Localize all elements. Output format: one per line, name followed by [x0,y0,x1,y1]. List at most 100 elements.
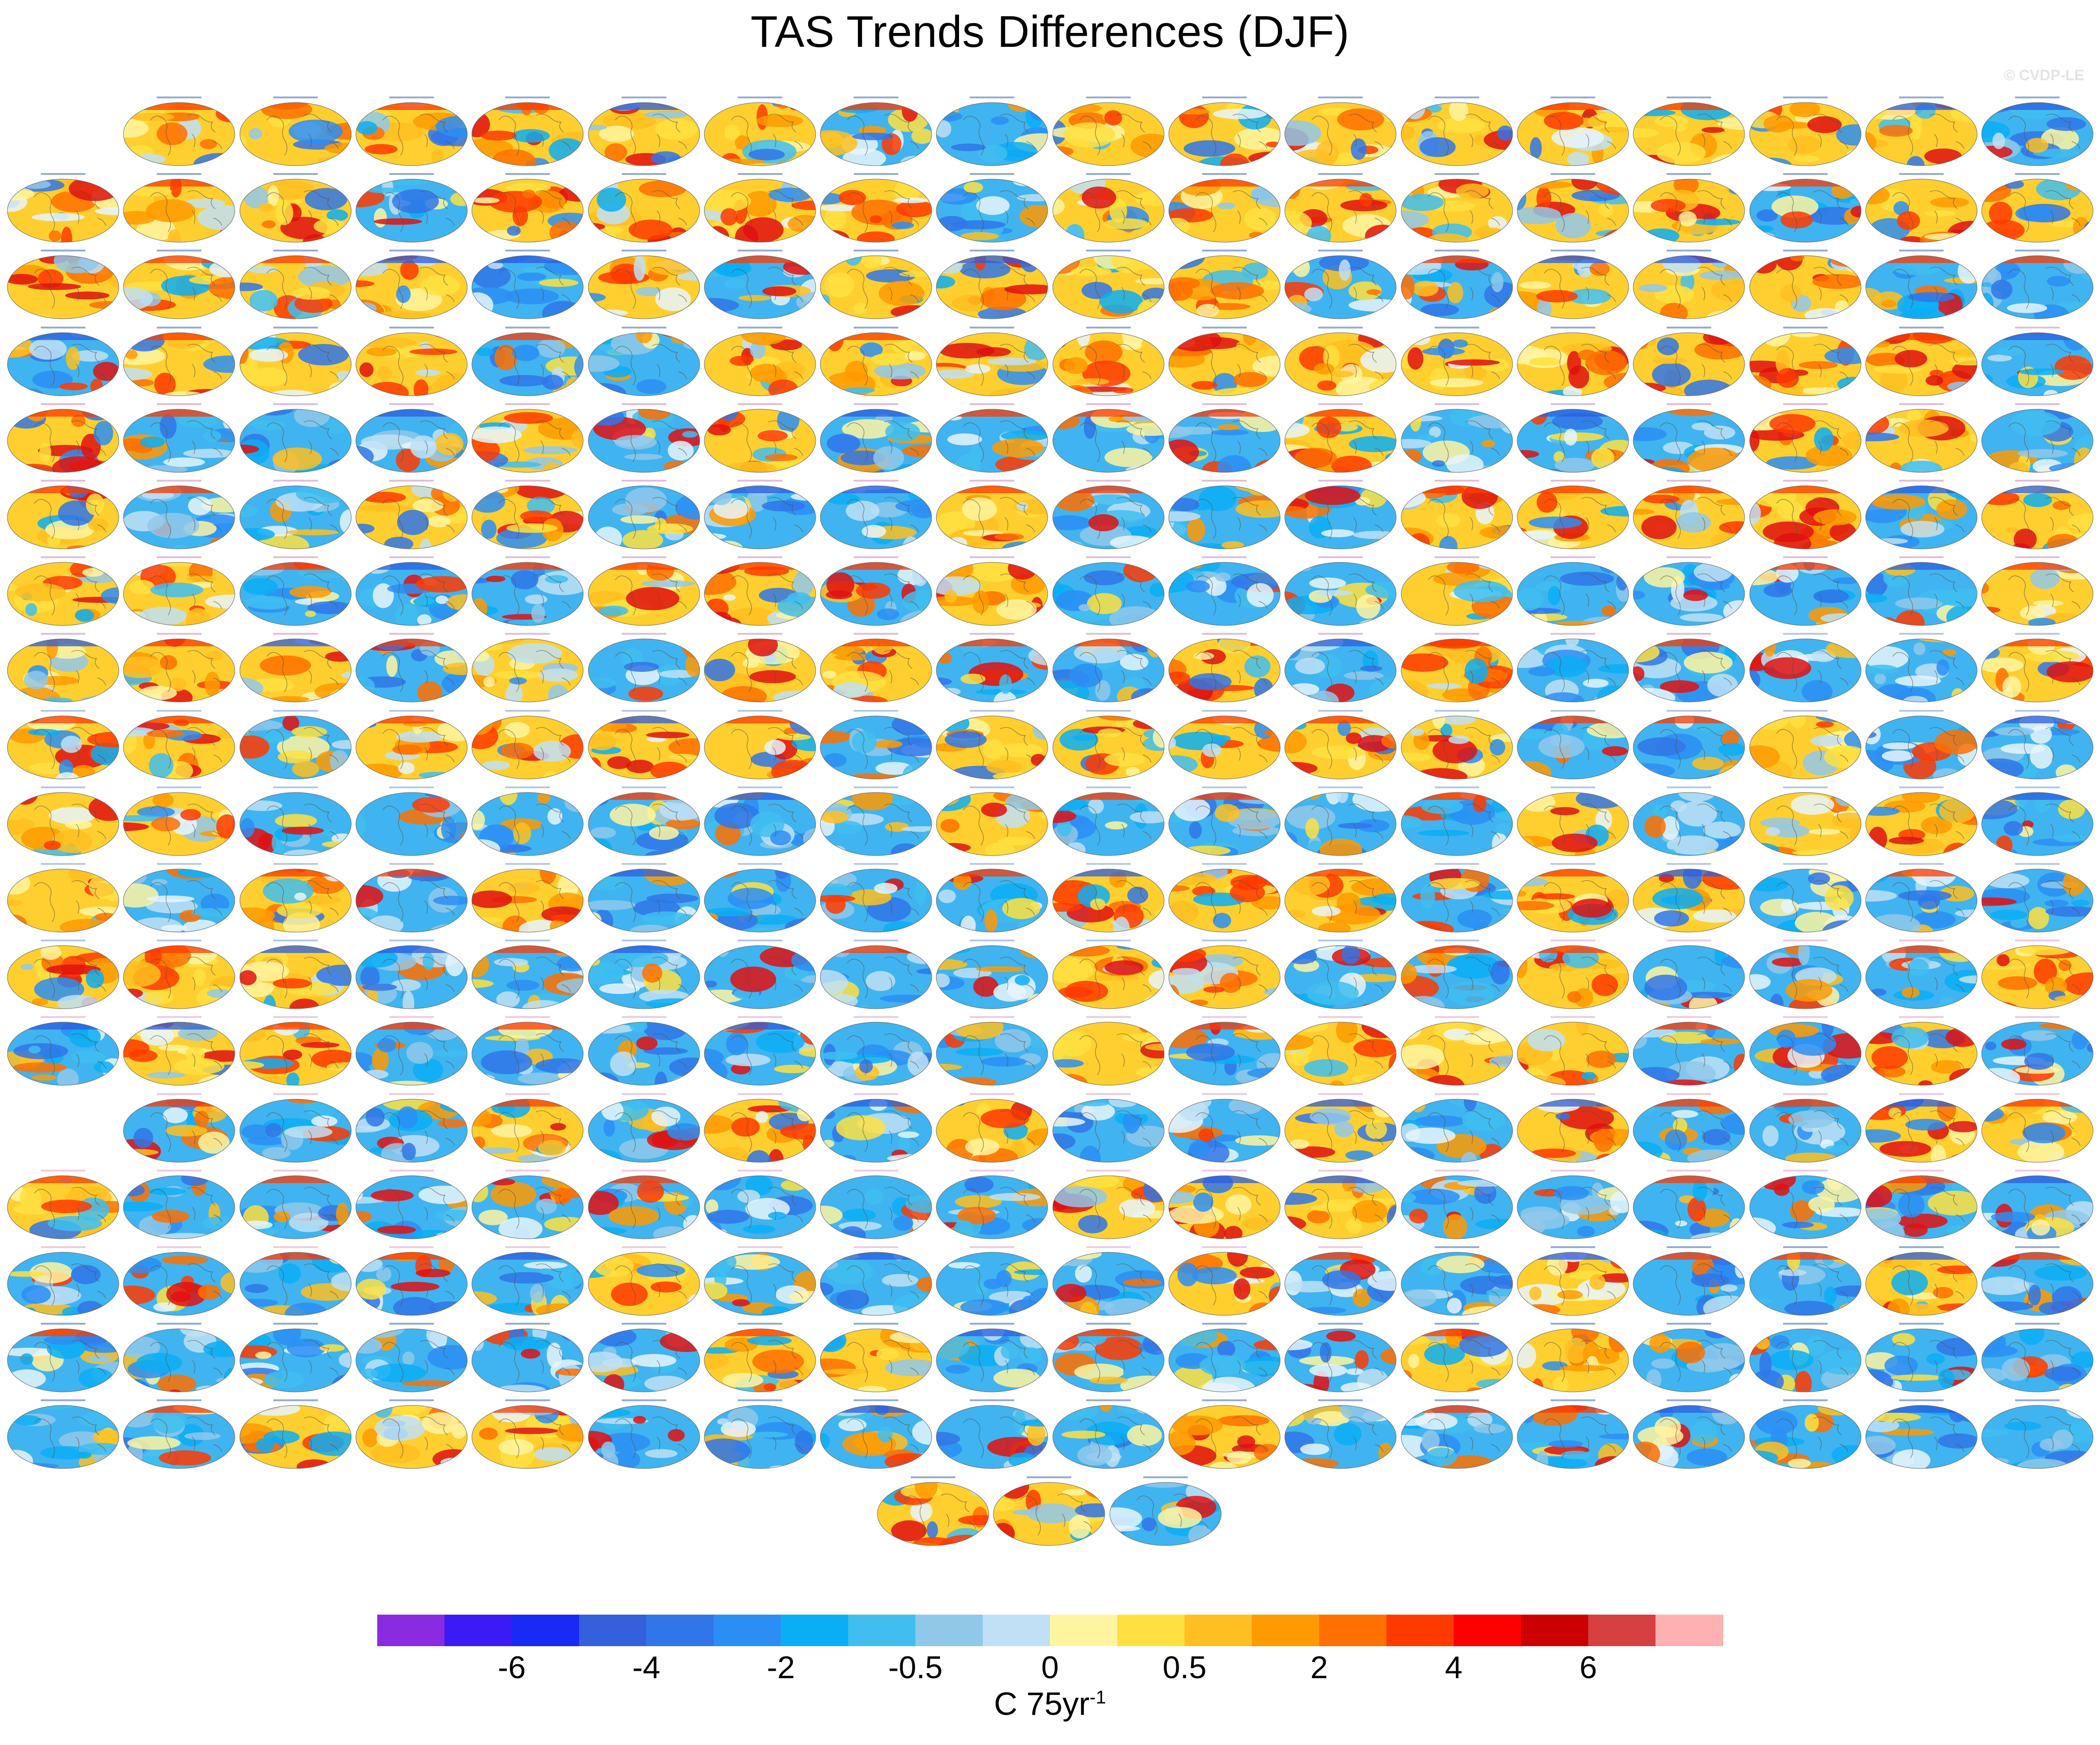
globe-map [1749,792,1861,856]
globe-map [471,638,584,702]
panel-label-bar [389,863,434,865]
units-exponent: -1 [1089,1687,1106,1708]
panel-label-bar [2015,1246,2060,1248]
colorbar-segment [377,1615,445,1646]
globe-map [936,1252,1048,1316]
panel-label-bar [1550,173,1595,175]
panel-label-bar [505,863,550,865]
globe-map [820,869,932,933]
globe-map [1284,409,1397,473]
globe-map [820,945,932,1009]
globe-map [704,869,816,933]
globe-map [936,485,1048,549]
panel-label-bar [389,556,434,559]
panel-label-bar [970,1399,1015,1402]
colorbar-segment [512,1615,580,1646]
panel-label-bar [1434,326,1479,328]
panel-label-bar [1434,786,1479,788]
globe-map [123,102,235,166]
colorbar-segment [1252,1615,1320,1646]
globe-map [1749,1099,1861,1163]
globe-map [471,1022,584,1086]
panel-label-bar [41,1169,85,1172]
globe-map [355,638,468,702]
globe-map [355,1252,468,1316]
globe-map [1401,485,1513,549]
globe-map [1284,869,1397,933]
panel-label-bar [1318,403,1363,405]
panel-label-bar [1783,709,1828,712]
panel-label-bar [1667,863,1712,865]
globe-map [820,1252,932,1316]
globe-map [471,1405,584,1469]
globe-map [355,485,468,549]
globe-map [820,715,932,779]
globe-map [355,1328,468,1392]
panel-label-bar [1667,1016,1712,1018]
panel-label-bar [157,1323,202,1325]
globe-map [1168,1099,1281,1163]
panel-label-bar [854,786,899,788]
colorbar-segment [1185,1615,1252,1646]
panel-label-bar [389,786,434,788]
panel-label-bar [1086,633,1131,635]
globe-map [1517,945,1629,1009]
panel-label-bar [1318,1246,1363,1248]
globe-map [1981,715,2094,779]
panel-label-bar [1202,633,1247,635]
globe-map [1401,945,1513,1009]
globe-map [1109,1482,1222,1546]
globe-map [1981,638,2094,702]
panel-label-bar [1318,173,1363,175]
globe-map [1052,869,1165,933]
panel-label-bar [2015,326,2060,328]
globe-map [1633,792,1745,856]
globe-map [936,255,1048,319]
panel-label-bar [505,403,550,405]
globe-map [1168,255,1281,319]
globe-map [820,1099,932,1163]
panel-label-bar [1667,1093,1712,1095]
panel-label-bar [505,326,550,328]
globe-map [1517,485,1629,549]
panel-label-bar [41,326,85,328]
panel-label-bar [1550,556,1595,559]
globe-map [1401,869,1513,933]
panel-label-bar [970,326,1015,328]
globe-map [1401,562,1513,626]
panel-label-bar [1667,326,1712,328]
globe-map [1401,1022,1513,1086]
globe-map [1284,715,1397,779]
panel-label-bar [1086,326,1131,328]
globe-map [1052,1405,1165,1469]
globe-map [704,255,816,319]
panel-label-bar [1783,480,1828,482]
globe-map [1284,1252,1397,1316]
colorbar-tick-label: 4 [1445,1650,1462,1685]
panel-label-bar [1899,403,1944,405]
globe-map [1168,485,1281,549]
globe-map [1052,715,1165,779]
globe-map [239,102,352,166]
panel-label-bar [157,1016,202,1018]
panel-label-bar [273,633,318,635]
globe-map [1517,869,1629,933]
panel-label-bar [1434,1169,1479,1172]
globe-map [1981,945,2094,1009]
globe-map [1981,102,2094,166]
globe-map [7,179,119,243]
globe-map [123,1175,235,1239]
panel-label-bar [1434,1323,1479,1325]
globe-map [820,638,932,702]
panel-label-bar [1667,250,1712,252]
globe-map [588,1328,700,1392]
panel-label-bar [1899,326,1944,328]
globe-map [1284,102,1397,166]
panel-label-bar [389,1323,434,1325]
panel-label-bar [1899,863,1944,865]
globe-map [588,179,700,243]
globe-map [1633,485,1745,549]
panel-label-bar [854,173,899,175]
globe-map [820,332,932,396]
panel-label-bar [970,1016,1015,1018]
